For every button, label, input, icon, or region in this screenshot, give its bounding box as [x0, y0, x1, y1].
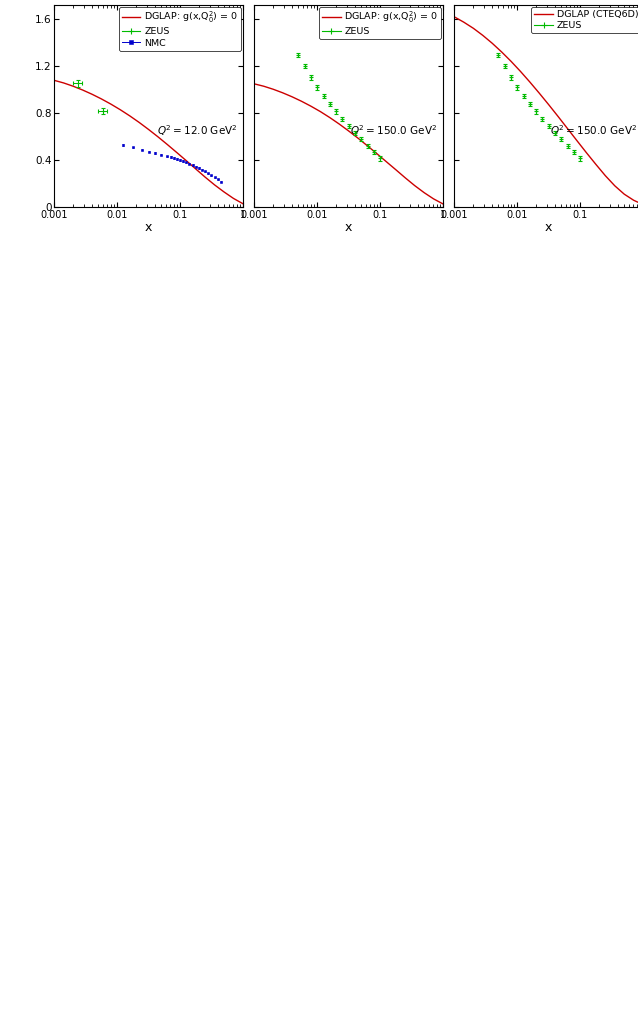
- Text: $Q^2 = 150.0$ GeV$^2$: $Q^2 = 150.0$ GeV$^2$: [350, 123, 437, 138]
- X-axis label: x: x: [345, 222, 352, 234]
- Text: $Q^2 = 150.0$ GeV$^2$: $Q^2 = 150.0$ GeV$^2$: [551, 123, 637, 138]
- Legend: DGLAP: g(x,Q$_0^2$) = 0, ZEUS, NMC: DGLAP: g(x,Q$_0^2$) = 0, ZEUS, NMC: [119, 7, 241, 51]
- X-axis label: x: x: [145, 222, 152, 234]
- Text: $Q^2 = 12.0$ GeV$^2$: $Q^2 = 12.0$ GeV$^2$: [157, 123, 237, 138]
- Legend: DGLAP (CTEQ6D), ZEUS: DGLAP (CTEQ6D), ZEUS: [531, 7, 638, 33]
- X-axis label: x: x: [545, 222, 553, 234]
- Legend: DGLAP: g(x,Q$_0^2$) = 0, ZEUS: DGLAP: g(x,Q$_0^2$) = 0, ZEUS: [319, 7, 441, 39]
